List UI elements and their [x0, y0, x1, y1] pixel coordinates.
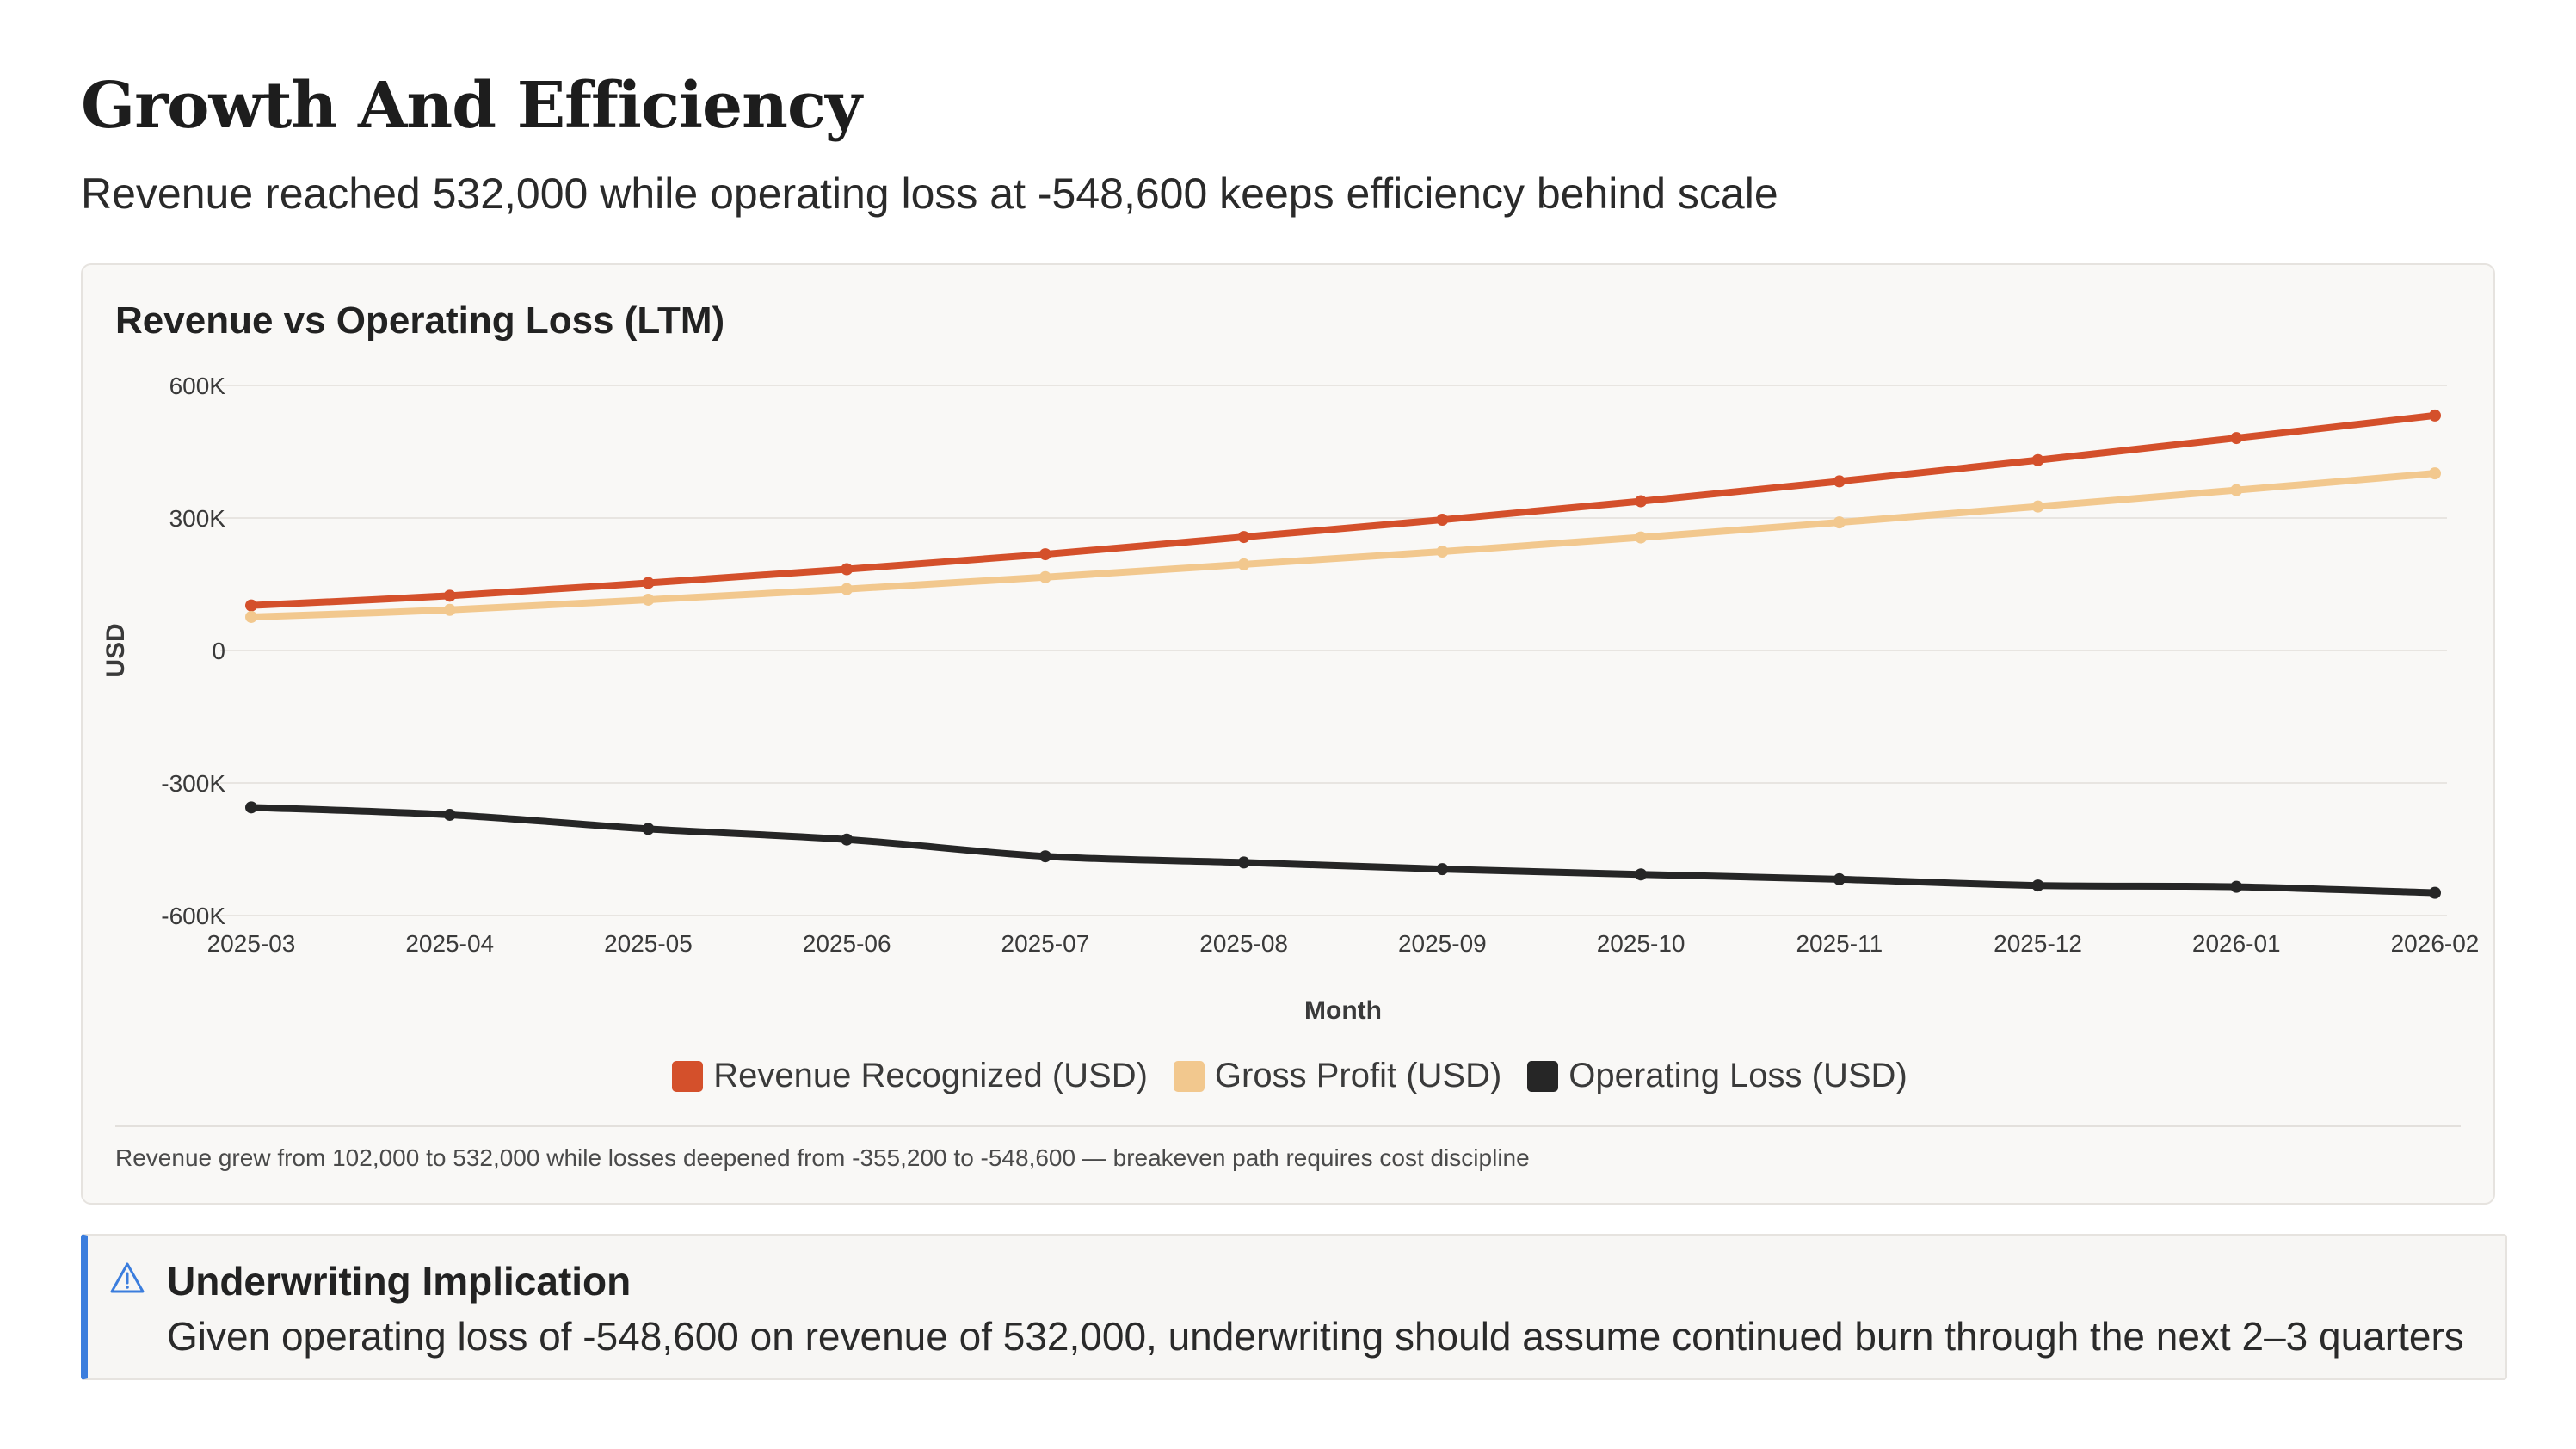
- data-point[interactable]: [1436, 514, 1449, 527]
- y-tick-label: 600K: [169, 373, 226, 399]
- data-point[interactable]: [1237, 856, 1250, 869]
- x-axis-title: Month: [1304, 996, 1382, 1025]
- legend-item-operating-loss[interactable]: Operating Loss (USD): [1527, 1057, 1907, 1095]
- data-point[interactable]: [841, 583, 854, 595]
- chart-card: Revenue vs Operating Loss (LTM) 600K 300K…: [81, 263, 2495, 1205]
- data-point[interactable]: [642, 593, 655, 606]
- legend-swatch-revenue: [672, 1060, 704, 1092]
- warning-triangle-icon: [110, 1262, 145, 1293]
- data-point[interactable]: [1038, 570, 1051, 583]
- data-point[interactable]: [642, 823, 655, 835]
- y-axis-title: USD: [102, 623, 130, 677]
- data-point[interactable]: [245, 610, 257, 623]
- data-point[interactable]: [2230, 880, 2243, 893]
- data-point[interactable]: [443, 589, 456, 602]
- y-tick-label: -600K: [161, 903, 225, 929]
- callout-body: Given operating loss of -548,600 on reve…: [167, 1314, 2464, 1359]
- x-tick-label: 2025-11: [1796, 930, 1883, 957]
- series-line-1: [248, 470, 2438, 620]
- series-line-0: [248, 411, 2438, 609]
- data-point[interactable]: [1436, 863, 1449, 876]
- data-point[interactable]: [642, 577, 655, 589]
- x-tick-label: 2026-02: [2391, 930, 2480, 957]
- x-tick-labels: 2025-03 2025-04 2025-05 2025-06 2025-07 2025-…: [207, 930, 2480, 957]
- data-point[interactable]: [841, 833, 854, 846]
- data-point[interactable]: [1833, 516, 1846, 529]
- data-point[interactable]: [2031, 500, 2044, 513]
- data-point[interactable]: [1635, 868, 1648, 881]
- data-point[interactable]: [443, 808, 456, 821]
- series-line-2: [248, 804, 2438, 897]
- gridlines: [220, 385, 2447, 916]
- data-point[interactable]: [443, 603, 456, 616]
- y-tick-label: 0: [212, 638, 225, 664]
- data-point[interactable]: [1635, 531, 1648, 544]
- legend-label-gross-profit: Gross Profit (USD): [1214, 1057, 1502, 1094]
- y-tick-label: -300K: [161, 770, 225, 797]
- underwriting-callout: Underwriting Implication Given operating…: [81, 1234, 2507, 1380]
- data-point[interactable]: [1436, 546, 1449, 558]
- data-point[interactable]: [2230, 484, 2243, 496]
- callout-title: Underwriting Implication: [167, 1259, 632, 1304]
- data-point[interactable]: [1038, 548, 1051, 561]
- data-point[interactable]: [1237, 558, 1250, 570]
- data-point[interactable]: [841, 563, 854, 576]
- legend-item-revenue[interactable]: Revenue Recognized (USD): [672, 1057, 1148, 1095]
- data-point[interactable]: [1038, 850, 1051, 863]
- chart-footnote: Revenue grew from 102,000 to 532,000 whi…: [115, 1144, 1530, 1171]
- legend-item-gross-profit[interactable]: Gross Profit (USD): [1173, 1057, 1502, 1095]
- y-tick-labels: 600K 300K 0 -300K -600K: [161, 373, 225, 929]
- data-point[interactable]: [245, 599, 257, 612]
- chart-title: Revenue vs Operating Loss (LTM): [115, 299, 725, 342]
- data-point[interactable]: [2230, 432, 2243, 445]
- x-tick-label: 2025-04: [405, 930, 494, 957]
- data-point[interactable]: [1833, 475, 1846, 488]
- x-tick-label: 2025-03: [207, 930, 296, 957]
- page-subtitle: Revenue reached 532,000 while operating …: [81, 170, 1778, 218]
- legend-swatch-gross-profit: [1173, 1060, 1205, 1092]
- x-tick-label: 2025-05: [604, 930, 693, 957]
- data-point[interactable]: [1237, 531, 1250, 544]
- chart-legend: Revenue Recognized (USD) Gross Profit (U…: [83, 1057, 2497, 1095]
- series-lines: [248, 411, 2438, 897]
- page-title: Growth And Efficiency: [81, 69, 862, 143]
- x-tick-label: 2025-06: [803, 930, 891, 957]
- card-divider: [115, 1125, 2461, 1127]
- x-tick-label: 2025-12: [1994, 930, 2082, 957]
- x-tick-label: 2025-08: [1199, 930, 1288, 957]
- data-point[interactable]: [2031, 453, 2044, 466]
- data-point[interactable]: [2429, 409, 2441, 422]
- data-point[interactable]: [1833, 872, 1846, 885]
- x-tick-label: 2026-01: [2192, 930, 2281, 957]
- data-point[interactable]: [2429, 467, 2441, 480]
- x-tick-label: 2025-10: [1597, 930, 1685, 957]
- data-point[interactable]: [1635, 495, 1648, 508]
- data-point[interactable]: [245, 801, 257, 814]
- y-tick-label: 300K: [169, 505, 226, 532]
- data-point[interactable]: [2031, 879, 2044, 892]
- legend-label-revenue: Revenue Recognized (USD): [713, 1057, 1148, 1094]
- x-tick-label: 2025-07: [1001, 930, 1090, 957]
- legend-label-operating-loss: Operating Loss (USD): [1568, 1057, 1907, 1094]
- data-point[interactable]: [2429, 886, 2441, 899]
- x-tick-label: 2025-09: [1398, 930, 1487, 957]
- series-points: [245, 409, 2441, 899]
- legend-swatch-operating-loss: [1527, 1060, 1559, 1092]
